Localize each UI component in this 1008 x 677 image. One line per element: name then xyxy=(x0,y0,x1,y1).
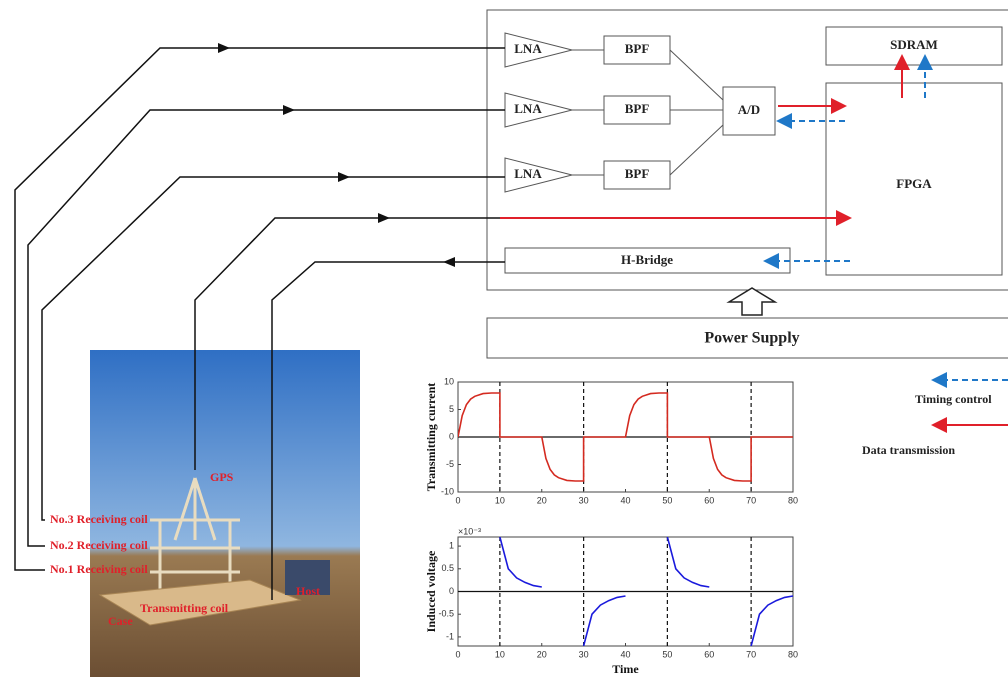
sdram-label: SDRAM xyxy=(890,37,938,52)
y-tick-label: -1 xyxy=(446,631,454,641)
h-bridge-label: H-Bridge xyxy=(621,252,673,267)
x-tick-label: 0 xyxy=(455,649,460,659)
lna-label: LNA xyxy=(514,166,542,181)
y-axis-label: Transmitting current xyxy=(424,383,438,492)
x-tick-label: 30 xyxy=(579,495,589,505)
axis-multiplier: ×10⁻³ xyxy=(458,526,481,536)
y-tick-label: 0 xyxy=(449,431,454,441)
photo-label: No.3 Receiving coil xyxy=(50,512,148,526)
power-arrow xyxy=(729,288,775,315)
y-tick-label: -10 xyxy=(441,486,454,496)
y-tick-label: 10 xyxy=(444,376,454,386)
x-axis-label: Time xyxy=(612,662,639,676)
x-tick-label: 70 xyxy=(746,495,756,505)
photo-label: GPS xyxy=(210,470,234,484)
photo-label: Case xyxy=(108,614,133,628)
fpga-label: FPGA xyxy=(896,176,932,191)
photo-label: No.1 Receiving coil xyxy=(50,562,148,576)
legend-data-label: Data transmission xyxy=(862,443,955,457)
bpf-label: BPF xyxy=(625,41,650,56)
x-tick-label: 10 xyxy=(495,649,505,659)
x-tick-label: 40 xyxy=(620,649,630,659)
power-supply-label: Power Supply xyxy=(704,330,799,347)
y-tick-label: 5 xyxy=(449,404,454,414)
bpf-label: BPF xyxy=(625,101,650,116)
x-tick-label: 20 xyxy=(537,495,547,505)
diagram: LNA LNA LNA BPF BPF BPF A/D SDRAM FPGA H… xyxy=(0,0,1008,677)
lna-label: LNA xyxy=(514,101,542,116)
x-tick-label: 0 xyxy=(455,495,460,505)
x-tick-label: 80 xyxy=(788,649,798,659)
x-tick-label: 40 xyxy=(620,495,630,505)
x-tick-label: 50 xyxy=(662,649,672,659)
x-tick-label: 20 xyxy=(537,649,547,659)
y-tick-label: -5 xyxy=(446,459,454,469)
y-tick-label: 0 xyxy=(449,586,454,596)
legend-timing-label: Timing control xyxy=(915,392,992,406)
y-tick-label: -0.5 xyxy=(438,609,454,619)
adc-label: A/D xyxy=(738,102,760,117)
lna-label: LNA xyxy=(514,41,542,56)
photo-label: Host xyxy=(296,584,320,598)
x-tick-label: 80 xyxy=(788,495,798,505)
x-tick-label: 70 xyxy=(746,649,756,659)
photo-label: Transmitting coil xyxy=(140,601,229,615)
x-tick-label: 60 xyxy=(704,495,714,505)
x-tick-label: 60 xyxy=(704,649,714,659)
x-tick-label: 30 xyxy=(579,649,589,659)
photo-label: No.2 Receiving coil xyxy=(50,538,148,552)
x-tick-label: 50 xyxy=(662,495,672,505)
y-tick-label: 1 xyxy=(449,540,454,550)
y-tick-label: 0.5 xyxy=(441,563,454,573)
legend: Timing control Data transmission xyxy=(862,380,1008,457)
bpf-label: BPF xyxy=(625,166,650,181)
y-axis-label: Induced voltage xyxy=(424,550,438,632)
x-tick-label: 10 xyxy=(495,495,505,505)
